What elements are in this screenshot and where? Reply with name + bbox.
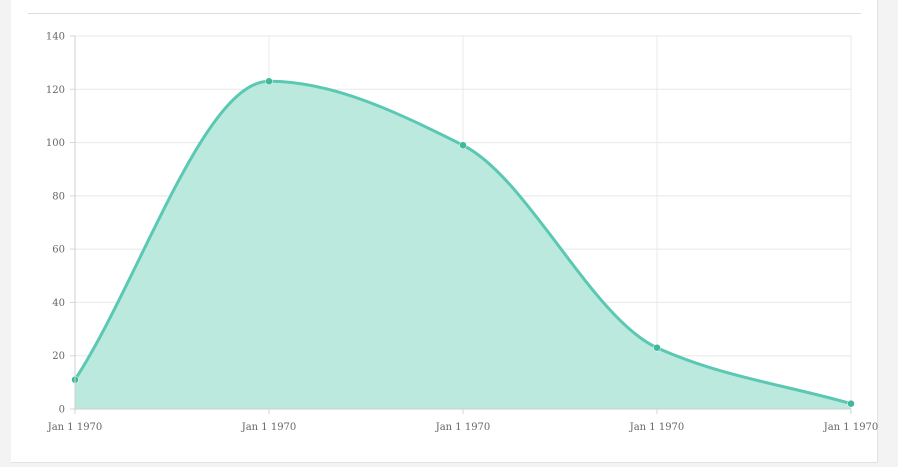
header-divider — [28, 13, 861, 14]
axes — [70, 35, 852, 414]
y-tick-label: 120 — [46, 85, 65, 96]
x-tick-label: Jan 1 1970 — [47, 422, 103, 433]
x-tick-label: Jan 1 1970 — [629, 422, 685, 433]
y-tick-label: 0 — [59, 405, 65, 416]
data-point — [265, 77, 273, 86]
y-tick-label: 20 — [52, 351, 65, 362]
x-axis-tick-labels: Jan 1 1970 Jan 1 1970 Jan 1 1970 Jan 1 1970… — [47, 422, 879, 433]
data-point — [459, 141, 467, 149]
y-tick-label: 140 — [46, 32, 65, 43]
y-tick-label: 60 — [52, 245, 65, 256]
x-tick-label: Jan 1 1970 — [241, 422, 297, 433]
series-area — [75, 81, 851, 410]
area-fill — [75, 81, 851, 410]
data-point — [847, 399, 855, 408]
y-tick-label: 100 — [46, 138, 65, 149]
y-tick-label: 80 — [52, 191, 65, 202]
data-point — [653, 343, 661, 352]
data-points — [71, 77, 855, 408]
x-tick-label: Jan 1 1970 — [435, 422, 491, 433]
y-tick-label: 40 — [52, 298, 65, 309]
y-axis-tick-labels: 0 20 40 60 80 100 120 140 — [46, 32, 65, 416]
x-tick-label: Jan 1 1970 — [823, 422, 879, 433]
